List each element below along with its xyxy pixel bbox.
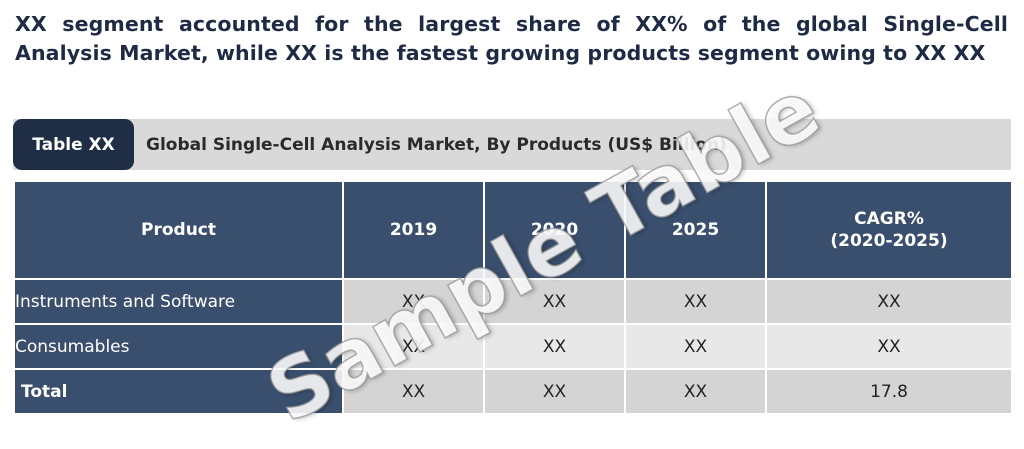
column-header-2020: 2020 (483, 180, 626, 280)
cell-cagr: XX (765, 323, 1013, 370)
table-row: Instruments and Software XX XX XX XX (13, 278, 1013, 325)
cell-2019: XX (342, 323, 485, 370)
row-label-total: Total (13, 368, 344, 415)
cell-2020: XX (483, 368, 626, 415)
column-header-cagr: CAGR% (2020-2025) (765, 180, 1013, 280)
cell-2025: XX (624, 323, 767, 370)
row-label: Consumables (13, 323, 344, 370)
cell-cagr: 17.8 (765, 368, 1013, 415)
column-header-2025: 2025 (624, 180, 767, 280)
column-header-2019: 2019 (342, 180, 485, 280)
table-caption-bar: Table XX Global Single-Cell Analysis Mar… (13, 119, 1011, 170)
market-table: Product 2019 2020 2025 CAGR% (2020-2025)… (13, 180, 1013, 415)
cell-2020: XX (483, 323, 626, 370)
page-headline: XX segment accounted for the largest sha… (15, 12, 1008, 65)
cell-2025: XX (624, 368, 767, 415)
cell-2025: XX (624, 278, 767, 325)
cagr-header-label: CAGR% (854, 209, 924, 229)
column-header-product: Product (13, 180, 344, 280)
cell-2020: XX (483, 278, 626, 325)
table-number-tag: Table XX (13, 119, 134, 170)
table-header-row: Product 2019 2020 2025 CAGR% (2020-2025) (13, 180, 1013, 280)
cell-2019: XX (342, 278, 485, 325)
table-row-total: Total XX XX XX 17.8 (13, 368, 1013, 415)
cagr-header-period: (2020-2025) (830, 231, 948, 251)
cell-2019: XX (342, 368, 485, 415)
table-title: Global Single-Cell Analysis Market, By P… (146, 134, 727, 155)
table-row: Consumables XX XX XX XX (13, 323, 1013, 370)
row-label: Instruments and Software (13, 278, 344, 325)
cell-cagr: XX (765, 278, 1013, 325)
